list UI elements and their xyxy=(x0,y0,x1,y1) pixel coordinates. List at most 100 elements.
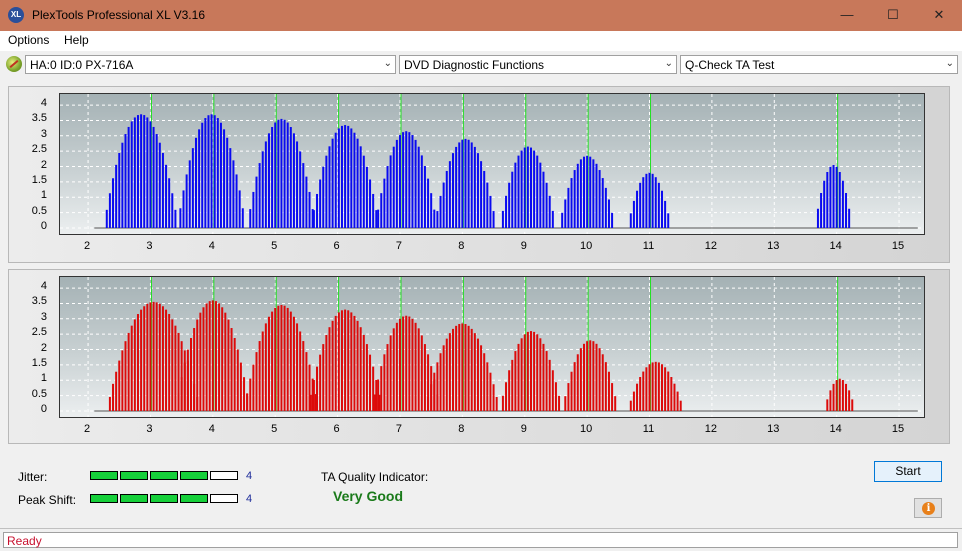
histogram-bar xyxy=(607,371,610,411)
histogram-bar xyxy=(395,322,398,411)
histogram-bar xyxy=(340,310,343,411)
histogram-bar xyxy=(127,332,130,411)
histogram-bar xyxy=(130,325,133,411)
histogram-bar xyxy=(636,190,639,228)
y-tick-label: 4 xyxy=(40,280,47,293)
histogram-bar xyxy=(277,119,280,228)
histogram-bar xyxy=(402,316,405,411)
histogram-bar xyxy=(545,351,548,411)
histogram-bar xyxy=(501,395,504,411)
x-tick-label: 12 xyxy=(704,240,718,252)
histogram-bar xyxy=(411,318,414,411)
histogram-bar xyxy=(848,390,851,411)
histogram-bar xyxy=(420,335,423,411)
y-tick-label: 1 xyxy=(40,372,47,385)
histogram-bar xyxy=(651,362,654,411)
x-tick-label: 9 xyxy=(520,423,527,435)
histogram-bar xyxy=(356,138,359,228)
histogram-bar xyxy=(359,146,362,228)
histogram-bar xyxy=(848,208,851,228)
function-select[interactable]: DVD Diagnostic Functions ⌄ xyxy=(399,55,677,74)
meter-segment xyxy=(120,494,148,503)
close-button[interactable]: ✕ xyxy=(933,7,945,22)
menu-help[interactable]: Help xyxy=(64,33,89,47)
test-select[interactable]: Q-Check TA Test ⌄ xyxy=(680,55,958,74)
histogram-bar xyxy=(140,114,143,228)
app-icon: XL xyxy=(8,7,24,23)
histogram-bar xyxy=(347,310,350,411)
histogram-bar xyxy=(423,344,426,411)
x-tick-label: 3 xyxy=(146,240,153,252)
x-tick-label: 4 xyxy=(208,423,215,435)
start-button[interactable]: Start xyxy=(874,461,942,482)
histogram-bar xyxy=(476,338,479,411)
meter-segment xyxy=(180,471,208,480)
histogram-bar xyxy=(193,328,196,411)
histogram-bar xyxy=(536,334,539,411)
histogram-bar xyxy=(567,383,570,411)
histogram-bar xyxy=(375,210,378,228)
histogram-bar xyxy=(296,323,299,411)
histogram-bar xyxy=(611,383,614,411)
histogram-bar xyxy=(542,171,545,228)
x-tick-label: 15 xyxy=(891,240,905,252)
jitter-meter xyxy=(90,471,240,480)
histogram-bar xyxy=(414,322,417,411)
histogram-bar xyxy=(548,195,551,228)
histogram-bar xyxy=(611,212,614,228)
histogram-bar xyxy=(214,301,217,411)
maximize-button[interactable]: ☐ xyxy=(887,7,899,22)
chart-panel-top: 0 0.5 1 1.5 2 2.5 3 3.5 4 2 3 4 5 6 7 8 9 10 11 12 13 14 15 xyxy=(8,86,950,263)
info-button[interactable]: i xyxy=(914,498,942,518)
histogram-bar xyxy=(517,155,520,228)
histogram-bar xyxy=(325,155,328,228)
histogram-bar xyxy=(423,166,426,228)
histogram-bar xyxy=(223,129,226,228)
x-tick-label: 15 xyxy=(891,423,905,435)
histogram-bar xyxy=(108,193,111,228)
x-tick-label: 14 xyxy=(829,240,842,252)
histogram-bar xyxy=(570,178,573,228)
peak-shift-label: Peak Shift: xyxy=(18,493,77,507)
histogram-bar xyxy=(841,180,844,228)
histogram-bar xyxy=(542,343,545,411)
histogram-bar xyxy=(667,213,670,228)
histogram-bar xyxy=(576,354,579,411)
histogram-bar xyxy=(583,343,586,411)
histogram-bar xyxy=(108,396,111,411)
histogram-bar xyxy=(201,122,204,228)
histogram-bar xyxy=(551,210,554,228)
histogram-bar xyxy=(639,182,642,228)
histogram-bar xyxy=(249,378,252,411)
histogram-bar xyxy=(558,395,561,411)
histogram-bar xyxy=(340,125,343,228)
histogram-bar xyxy=(227,319,230,411)
histogram-bar xyxy=(280,118,283,228)
chevron-down-icon: ⌄ xyxy=(945,58,954,69)
histogram-bar xyxy=(344,309,347,411)
histogram-bar xyxy=(331,138,334,228)
histogram-bar xyxy=(455,325,458,411)
minimize-button[interactable]: — xyxy=(840,7,854,22)
histogram-bar xyxy=(121,142,124,228)
x-tick-label: 9 xyxy=(520,240,527,252)
drive-select[interactable]: HA:0 ID:0 PX-716A ⌄ xyxy=(25,55,396,74)
histogram-bar xyxy=(299,151,302,228)
histogram-bar xyxy=(322,166,325,228)
histogram-bar xyxy=(374,394,377,411)
histogram-bar xyxy=(392,146,395,228)
menu-options[interactable]: Options xyxy=(8,33,50,47)
histogram-bar xyxy=(328,146,331,228)
x-tick-label: 6 xyxy=(333,240,340,252)
histogram-bar xyxy=(473,333,476,411)
histogram-bar xyxy=(427,354,430,411)
histogram-bar xyxy=(470,142,473,228)
histogram-bar xyxy=(433,209,436,228)
histogram-bar xyxy=(395,139,398,228)
histogram-bar xyxy=(526,146,529,228)
histogram-bar xyxy=(180,341,183,411)
histogram-bar xyxy=(274,122,277,228)
test-select-value: Q-Check TA Test xyxy=(685,58,775,72)
chart-panel-bottom: 0 0.5 1 1.5 2 2.5 3 3.5 4 2 3 4 5 6 7 8 9 10 11 12 13 14 15 xyxy=(8,269,950,444)
histogram-bar xyxy=(261,151,264,228)
